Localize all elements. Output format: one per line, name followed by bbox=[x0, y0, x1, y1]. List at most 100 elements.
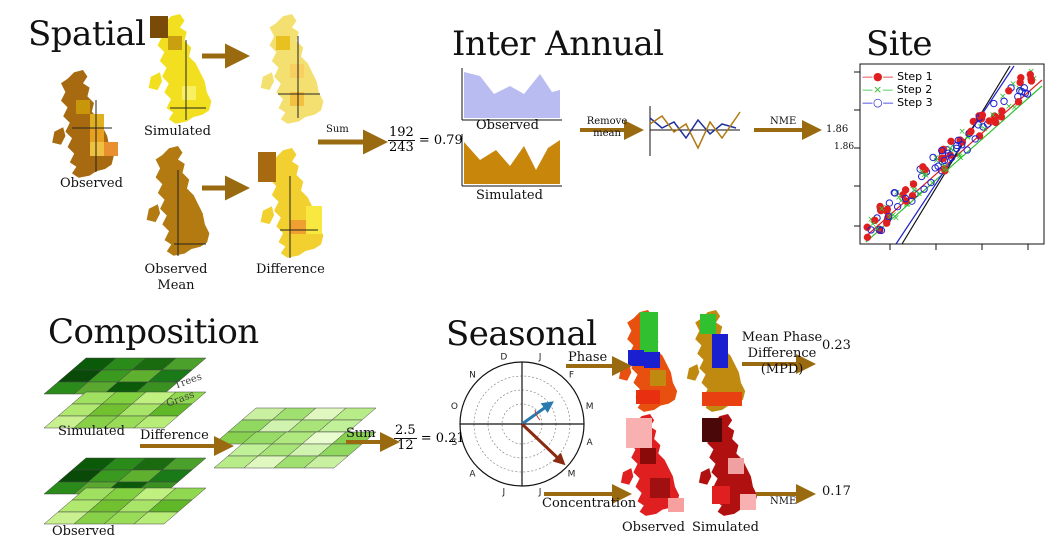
site-point: × bbox=[943, 166, 951, 176]
phase-map-simulated bbox=[686, 310, 746, 412]
legend-marker-icon: —●— bbox=[862, 70, 898, 83]
seasonal-nme-result: 0.17 bbox=[822, 484, 851, 499]
site-point: × bbox=[949, 141, 957, 151]
month-label: J bbox=[538, 488, 542, 498]
site-point: × bbox=[895, 193, 903, 203]
seasonal-observed-label: Observed bbox=[622, 520, 685, 535]
composition-numerator: 2.5 bbox=[394, 423, 417, 439]
site-point: × bbox=[956, 152, 964, 162]
site-legend-label: Step 3 bbox=[897, 96, 933, 109]
phase-map-observed bbox=[618, 310, 678, 412]
spatial-observed-mean-label-2: Mean bbox=[157, 278, 195, 293]
site-point: × bbox=[873, 225, 881, 235]
site-point bbox=[927, 178, 935, 187]
spatial-diff-map-top bbox=[260, 14, 324, 124]
site-point: × bbox=[889, 211, 897, 221]
composition-observed-label: Observed bbox=[52, 524, 115, 539]
composition-denominator: 12 bbox=[397, 438, 414, 453]
composition-cell bbox=[133, 415, 179, 429]
month-label: D bbox=[500, 352, 507, 362]
site-point: × bbox=[958, 127, 966, 137]
spatial-denominator: 243 bbox=[389, 140, 414, 155]
site-scatter-points: ××××××××× ×××××××××××××××××××××××××××××××… bbox=[863, 67, 1038, 242]
spatial-result: = 0.79 bbox=[418, 133, 463, 148]
seasonal-panel: J F M A M J J A S O N D bbox=[451, 310, 816, 516]
difference-map bbox=[258, 148, 324, 258]
site-point bbox=[991, 118, 1000, 127]
heading-inter-annual: Inter Annual bbox=[452, 24, 664, 64]
mpd-result: 0.23 bbox=[822, 338, 851, 353]
inter-annual-observed-label: Observed bbox=[476, 118, 539, 133]
heading-spatial: Spatial bbox=[28, 14, 146, 54]
site-point bbox=[863, 233, 872, 242]
month-label: M bbox=[568, 469, 576, 479]
site-point bbox=[1027, 77, 1036, 85]
heading-composition: Composition bbox=[48, 312, 259, 352]
site-legend-item: —●— Step 1 bbox=[862, 70, 933, 83]
site-point: × bbox=[867, 215, 875, 225]
site-point: × bbox=[964, 133, 972, 143]
month-label: J bbox=[502, 488, 506, 498]
site-ytick: 1.86 bbox=[834, 142, 855, 152]
site-point: × bbox=[869, 219, 877, 229]
site-point bbox=[953, 141, 961, 150]
site-point: × bbox=[964, 133, 972, 143]
mpd-label-2: Difference bbox=[747, 346, 817, 361]
site-panel: ××××××××× ×××××××××××××××××××××××××××××××… bbox=[854, 63, 1045, 250]
remove-mean-label-2: mean bbox=[593, 128, 621, 139]
seasonal-nme-label: NME bbox=[770, 496, 797, 507]
month-label: O bbox=[451, 402, 458, 412]
site-point: × bbox=[886, 212, 894, 222]
spatial-observed-label: Observed bbox=[60, 176, 123, 191]
inter-annual-simulated-label: Simulated bbox=[476, 188, 543, 203]
site-point bbox=[1014, 98, 1023, 106]
remove-mean-label-1: Remove bbox=[586, 116, 628, 127]
spatial-sum-label: Sum bbox=[326, 124, 349, 135]
month-label: S bbox=[452, 438, 458, 448]
site-point bbox=[921, 166, 930, 174]
site-point bbox=[883, 205, 892, 214]
composition-cell bbox=[303, 455, 349, 469]
legend-marker-icon: —×— bbox=[862, 83, 897, 96]
site-point bbox=[893, 202, 902, 211]
site-point bbox=[917, 172, 926, 181]
site-point bbox=[947, 153, 956, 162]
site-legend-item: —○— Step 3 bbox=[862, 96, 933, 109]
site-point: × bbox=[933, 156, 941, 166]
site-point: × bbox=[922, 171, 930, 181]
site-point bbox=[890, 188, 899, 197]
site-point bbox=[875, 225, 883, 234]
site-point bbox=[978, 111, 987, 119]
inter-annual-nme-label: NME bbox=[770, 116, 797, 127]
anomaly-plot bbox=[649, 106, 741, 156]
month-label: A bbox=[587, 438, 594, 448]
inter-annual-panel bbox=[461, 68, 822, 187]
heading-site: Site bbox=[866, 24, 932, 64]
site-point: × bbox=[955, 151, 963, 161]
site-point: × bbox=[1015, 84, 1023, 94]
site-point bbox=[1005, 87, 1013, 95]
site-point bbox=[940, 156, 949, 165]
heading-seasonal: Seasonal bbox=[446, 314, 597, 354]
spatial-score: 192 243 = 0.79 bbox=[388, 126, 463, 155]
site-point bbox=[938, 146, 946, 155]
site-point bbox=[969, 117, 978, 126]
simulated-area bbox=[464, 140, 560, 184]
site-point: × bbox=[903, 200, 911, 210]
site-point: × bbox=[916, 190, 924, 200]
site-point bbox=[974, 121, 982, 129]
concentration-map-simulated bbox=[698, 414, 758, 516]
site-point: × bbox=[929, 178, 937, 188]
site-point bbox=[885, 199, 894, 207]
site-point bbox=[908, 191, 917, 200]
site-point bbox=[947, 137, 955, 146]
site-point: × bbox=[1005, 102, 1013, 112]
composition-panel bbox=[43, 357, 400, 525]
month-label: M bbox=[586, 402, 594, 412]
composition-difference-label: Difference bbox=[140, 428, 209, 443]
site-legend-label: Step 1 bbox=[897, 70, 933, 83]
site-point bbox=[867, 226, 875, 234]
composition-simulated-label: Simulated bbox=[58, 424, 125, 439]
composition-sum-label: Sum bbox=[346, 426, 376, 441]
site-point bbox=[909, 180, 918, 188]
